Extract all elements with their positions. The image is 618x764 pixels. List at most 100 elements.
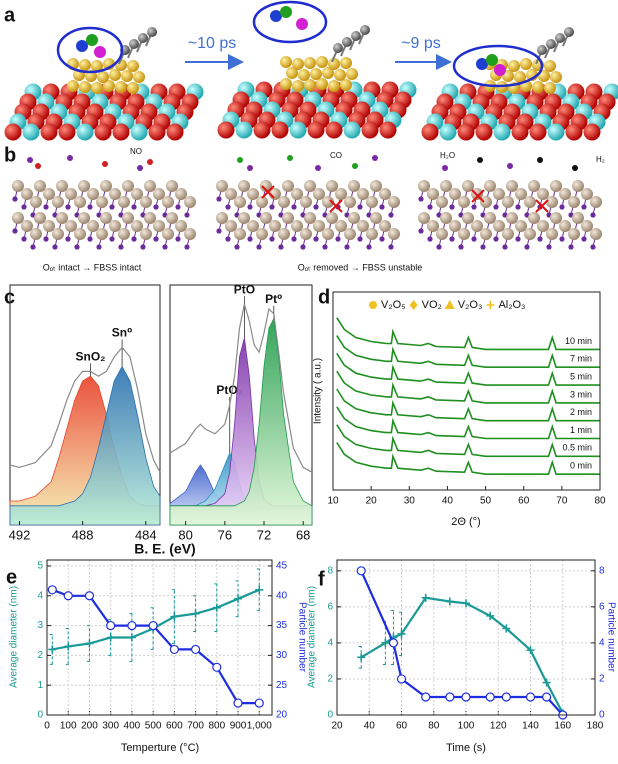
atom (361, 121, 379, 139)
atom (282, 212, 294, 224)
atom (550, 180, 562, 192)
atom (153, 220, 165, 232)
atom (269, 204, 275, 210)
atom (480, 228, 492, 240)
x-tick-label: 80 (594, 496, 606, 507)
atom (30, 228, 42, 240)
atom (366, 196, 378, 208)
atom (184, 212, 190, 218)
series-label: 0 min (570, 461, 592, 471)
x-axis-title: Time (s) (446, 742, 486, 754)
atom (256, 228, 268, 240)
atom (78, 212, 90, 224)
atom (458, 196, 470, 208)
cross (329, 199, 343, 213)
y2-tick-label: 8 (599, 565, 605, 576)
atom (457, 123, 475, 141)
atom (335, 236, 341, 242)
atom (476, 58, 488, 70)
atom (121, 70, 133, 82)
atom (559, 188, 571, 200)
atom (96, 228, 108, 240)
atom (304, 180, 316, 192)
error-bar (214, 583, 220, 633)
atom (280, 56, 292, 68)
atom (166, 123, 184, 141)
atom (56, 180, 68, 192)
time-step: ~10 ps (188, 35, 236, 52)
point (409, 300, 418, 310)
atom (256, 244, 262, 250)
point (106, 620, 116, 631)
x-tick-label: 30 (404, 496, 416, 507)
molecule (572, 165, 578, 171)
atom (590, 244, 596, 250)
series-label: 2 min (570, 407, 592, 417)
y2-axis-title: Particle number (605, 602, 616, 673)
atom (216, 180, 228, 192)
atom (112, 123, 130, 141)
atom (388, 212, 394, 218)
point (148, 620, 158, 631)
atom (122, 212, 134, 224)
atom (238, 180, 250, 192)
atom (555, 33, 565, 43)
point (357, 653, 366, 662)
atom (256, 196, 268, 208)
atom (564, 27, 574, 37)
atom (79, 59, 91, 71)
caption: Oₒₜ removed → FBSS unstable (298, 262, 423, 272)
atom (524, 196, 536, 208)
atom (360, 25, 370, 35)
y2-tick-label: 20 (276, 710, 288, 721)
molecule (507, 163, 513, 169)
panel-label: d (318, 286, 330, 308)
point (369, 301, 377, 309)
atom (340, 57, 352, 69)
atom (313, 220, 325, 232)
legend-label: VO₂ (422, 299, 442, 311)
atom (388, 244, 394, 250)
y2-tick-label: 30 (276, 650, 288, 661)
error-bar (129, 613, 135, 662)
atom (184, 244, 190, 250)
atom (544, 82, 556, 94)
atom (292, 58, 304, 70)
point (85, 639, 94, 648)
atom (546, 244, 552, 250)
atom (568, 196, 580, 208)
atom (74, 244, 80, 250)
atom (235, 121, 253, 139)
atom (590, 196, 602, 208)
atom (313, 236, 319, 242)
error-bar (49, 634, 55, 665)
peak-label: PtO (234, 282, 255, 296)
point (525, 692, 536, 702)
series-label: 7 min (570, 354, 592, 364)
peak-label: SnO₂ (76, 350, 106, 364)
atom (506, 180, 518, 192)
atom (565, 123, 583, 141)
atom (130, 123, 148, 141)
atom (296, 18, 308, 30)
atom (21, 236, 27, 242)
atom (462, 180, 474, 192)
atom (67, 80, 79, 92)
x-tick-label: 600 (166, 721, 183, 732)
atom (344, 244, 350, 250)
atom (333, 43, 343, 53)
point (444, 300, 455, 309)
atom (175, 236, 181, 242)
y-tick-label: 2 (327, 674, 333, 685)
point (462, 599, 470, 608)
atom (260, 180, 272, 192)
atom (502, 196, 514, 208)
atom (436, 196, 448, 208)
atom (326, 180, 338, 192)
atom (43, 204, 49, 210)
atom (322, 228, 334, 240)
atom (568, 228, 580, 240)
y-tick-label: 3 (37, 620, 43, 631)
atom (4, 123, 22, 141)
x-tick-label: 72 (257, 527, 271, 542)
